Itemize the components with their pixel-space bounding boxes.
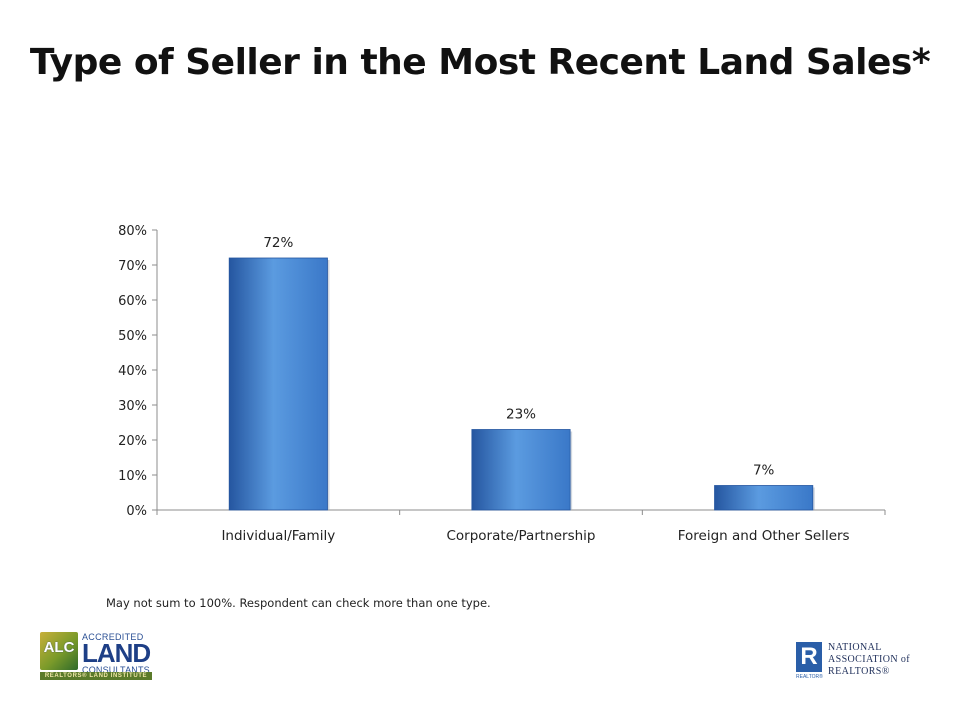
y-tick-label: 0% [126, 504, 147, 519]
realtor-r-icon: R [796, 642, 822, 672]
bar [714, 485, 814, 511]
realtor-mark-sub: REALTOR® [796, 674, 823, 680]
chart-labels: 72% Individual/Family 23% Corporate/Partner… [221, 235, 849, 544]
alc-badge-icon: ALC [40, 632, 78, 670]
nar-line2: ASSOCIATION of [828, 654, 910, 665]
data-label: 72% [263, 235, 293, 251]
alc-line3: CONSULTANTS [82, 665, 150, 675]
alc-strip: REALTORS® LAND INSTITUTE [40, 672, 152, 680]
y-tick-label: 20% [118, 434, 147, 449]
y-tick-label: 10% [118, 469, 147, 484]
nar-line3: REALTORS® [828, 666, 890, 677]
y-tick-label: 30% [118, 399, 147, 414]
chart-title: Type of Seller in the Most Recent Land S… [29, 42, 931, 83]
y-tick-label: 60% [118, 294, 147, 309]
alc-line1: ACCREDITED [82, 632, 144, 642]
bar [471, 429, 571, 511]
x-tick-label: Corporate/Partnership [446, 528, 595, 544]
alc-logo: ALC ACCREDITED LAND CONSULTANTS REALTORS… [40, 632, 152, 680]
nar-logo: R REALTOR® NATIONAL ASSOCIATION of REALT… [796, 640, 926, 682]
alc-line2: LAND [82, 638, 151, 668]
x-tick-label: Individual/Family [221, 528, 335, 544]
x-tick-label: Foreign and Other Sellers [678, 528, 850, 544]
alc-badge-text: ALC [43, 639, 75, 656]
y-tick-label: 70% [118, 259, 147, 274]
bar [228, 257, 328, 511]
y-tick-label: 50% [118, 329, 147, 344]
y-tick-label: 40% [118, 364, 147, 379]
footnote: May not sum to 100%. Respondent can chec… [106, 596, 491, 610]
y-tick-label: 80% [118, 224, 147, 239]
data-label: 23% [506, 407, 536, 423]
data-label: 7% [753, 463, 775, 479]
nar-line1: NATIONAL [828, 642, 882, 653]
chart-bars [228, 257, 815, 511]
